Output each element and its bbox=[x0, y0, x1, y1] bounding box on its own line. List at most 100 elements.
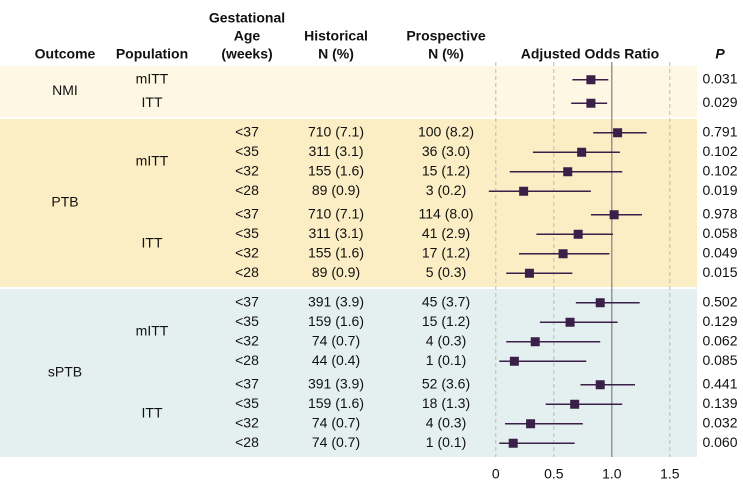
p-cell: 0.085 bbox=[702, 352, 737, 368]
population-label: mITT bbox=[136, 153, 169, 169]
ga-cell: <37 bbox=[235, 123, 259, 139]
historical-cell: 155 (1.6) bbox=[308, 244, 364, 260]
p-cell: 0.129 bbox=[702, 313, 737, 329]
column-header: Outcome bbox=[35, 46, 96, 62]
historical-cell: 159 (1.6) bbox=[308, 395, 364, 411]
x-tick-label: 0.5 bbox=[544, 466, 564, 482]
outcome-band bbox=[0, 289, 697, 457]
prospective-cell: 18 (1.3) bbox=[422, 395, 470, 411]
ga-cell: <32 bbox=[235, 162, 259, 178]
odds-ratio-marker bbox=[577, 147, 587, 157]
prospective-cell: 41 (2.9) bbox=[422, 225, 470, 241]
ga-cell: <35 bbox=[235, 143, 259, 159]
p-cell: 0.049 bbox=[702, 244, 737, 260]
x-tick-label: 1.5 bbox=[660, 466, 680, 482]
prospective-cell: 1 (0.1) bbox=[426, 434, 466, 450]
ga-cell: <35 bbox=[235, 313, 259, 329]
historical-cell: 391 (3.9) bbox=[308, 293, 364, 309]
prospective-cell: 15 (1.2) bbox=[422, 313, 470, 329]
historical-cell: 391 (3.9) bbox=[308, 375, 364, 391]
grid bbox=[495, 62, 671, 457]
p-cell: 0.015 bbox=[702, 264, 737, 280]
odds-ratio-marker bbox=[595, 298, 605, 308]
prospective-cell: 45 (3.7) bbox=[422, 293, 470, 309]
odds-ratio-marker bbox=[570, 399, 580, 409]
p-cell: 0.441 bbox=[702, 375, 737, 391]
prospective-cell: 3 (0.2) bbox=[426, 182, 466, 198]
p-cell: 0.102 bbox=[702, 162, 737, 178]
column-header: Adjusted Odds Ratio bbox=[521, 46, 659, 62]
population-label: ITT bbox=[142, 235, 163, 251]
odds-ratio-marker bbox=[558, 249, 568, 259]
historical-cell: 44 (0.4) bbox=[312, 352, 360, 368]
ga-cell: <32 bbox=[235, 244, 259, 260]
historical-cell: 89 (0.9) bbox=[312, 264, 360, 280]
x-tick-label: 0 bbox=[492, 466, 500, 482]
ga-cell: <32 bbox=[235, 332, 259, 348]
ga-cell: <28 bbox=[235, 434, 259, 450]
odds-ratio-marker bbox=[609, 210, 619, 220]
historical-cell: 89 (0.9) bbox=[312, 182, 360, 198]
outcome-label: sPTB bbox=[48, 364, 82, 380]
p-cell: 0.978 bbox=[702, 205, 737, 221]
p-cell: 0.032 bbox=[702, 414, 737, 430]
historical-cell: 74 (0.7) bbox=[312, 332, 360, 348]
odds-ratio-marker bbox=[509, 356, 519, 366]
odds-ratio-marker bbox=[519, 186, 529, 196]
historical-cell: 74 (0.7) bbox=[312, 414, 360, 430]
odds-ratio-marker bbox=[524, 268, 534, 278]
p-cell: 0.502 bbox=[702, 293, 737, 309]
population-label: ITT bbox=[142, 405, 163, 421]
odds-ratio-marker bbox=[565, 317, 575, 327]
column-header: Age bbox=[234, 28, 261, 44]
column-header: P bbox=[715, 46, 725, 62]
column-header: N (%) bbox=[428, 46, 464, 62]
odds-ratio-marker bbox=[563, 167, 573, 177]
column-header: Prospective bbox=[406, 28, 486, 44]
prospective-cell: 5 (0.3) bbox=[426, 264, 466, 280]
column-header: Population bbox=[116, 46, 188, 62]
column-header: Gestational bbox=[209, 10, 285, 26]
odds-ratio-marker bbox=[508, 438, 518, 448]
ga-cell: <28 bbox=[235, 264, 259, 280]
historical-cell: 311 (3.1) bbox=[309, 143, 364, 159]
population-label: mITT bbox=[136, 323, 169, 339]
outcome-band bbox=[0, 119, 697, 287]
p-cell: 0.058 bbox=[702, 225, 737, 241]
ga-cell: <35 bbox=[235, 395, 259, 411]
column-header: Historical bbox=[304, 28, 368, 44]
prospective-cell: 4 (0.3) bbox=[426, 414, 466, 430]
p-cell: 0.102 bbox=[702, 143, 737, 159]
p-cell: 0.139 bbox=[702, 395, 737, 411]
prospective-cell: 100 (8.2) bbox=[418, 123, 474, 139]
prospective-cell: 114 (8.0) bbox=[419, 205, 474, 221]
odds-ratio-marker bbox=[530, 337, 540, 347]
population-label: ITT bbox=[142, 94, 163, 110]
odds-ratio-marker bbox=[595, 380, 605, 390]
ga-cell: <37 bbox=[235, 375, 259, 391]
p-cell: 0.791 bbox=[702, 123, 737, 139]
p-cell: 0.029 bbox=[702, 94, 737, 110]
column-header: (weeks) bbox=[221, 46, 272, 62]
prospective-cell: 36 (3.0) bbox=[422, 143, 470, 159]
ga-cell: <32 bbox=[235, 414, 259, 430]
p-cell: 0.019 bbox=[702, 182, 737, 198]
prospective-cell: 52 (3.6) bbox=[422, 375, 470, 391]
historical-cell: 710 (7.1) bbox=[308, 123, 364, 139]
p-cell: 0.062 bbox=[702, 332, 737, 348]
odds-ratio-marker bbox=[573, 229, 583, 239]
outcome-band bbox=[0, 66, 697, 117]
outcome-label: PTB bbox=[51, 194, 78, 210]
outcome-label: NMI bbox=[52, 82, 78, 98]
odds-ratio-marker bbox=[526, 419, 536, 429]
ga-cell: <37 bbox=[235, 293, 259, 309]
historical-cell: 74 (0.7) bbox=[312, 434, 360, 450]
prospective-cell: 17 (1.2) bbox=[422, 244, 470, 260]
ga-cell: <28 bbox=[235, 182, 259, 198]
column-header: N (%) bbox=[318, 46, 354, 62]
ga-cell: <28 bbox=[235, 352, 259, 368]
x-tick-label: 1.0 bbox=[602, 466, 622, 482]
p-cell: 0.060 bbox=[702, 434, 737, 450]
odds-ratio-marker bbox=[586, 98, 596, 108]
